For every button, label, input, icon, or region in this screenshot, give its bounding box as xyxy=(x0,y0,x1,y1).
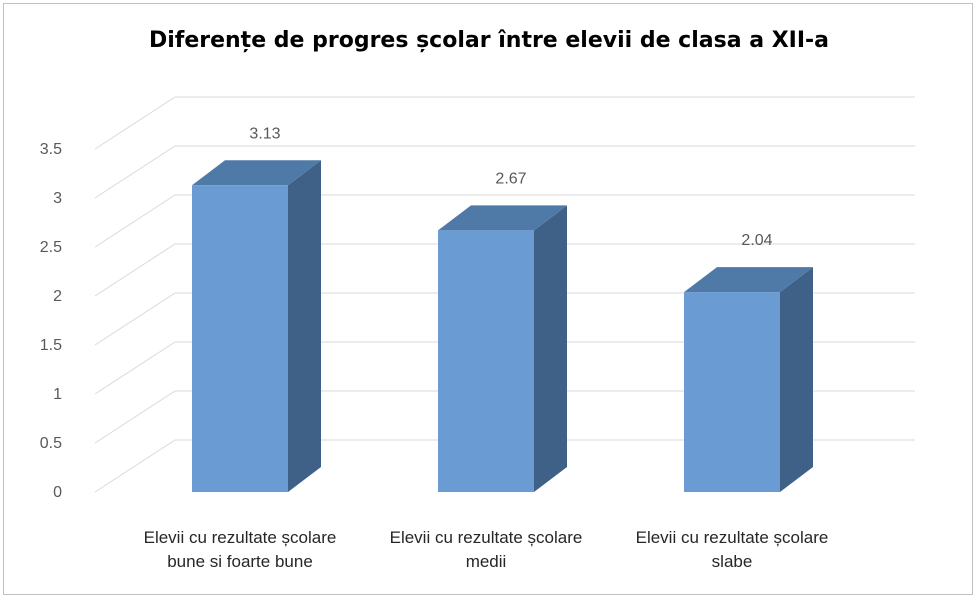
bar-front xyxy=(684,292,780,492)
data-label: 2.67 xyxy=(495,170,526,187)
y-tick-layer: 0 0.5 1 1.5 2 2.5 3 3.5 xyxy=(40,141,62,501)
gridline-wall xyxy=(94,341,176,395)
bar xyxy=(684,267,813,492)
bar-layer xyxy=(192,160,813,492)
gridline-wall xyxy=(94,243,176,297)
bar-front xyxy=(192,185,288,492)
y-tick-label: 0 xyxy=(53,484,62,501)
bar-front xyxy=(438,230,534,492)
category-label-line: medii xyxy=(465,552,507,571)
category-label: Elevii cu rezultate școlare medii xyxy=(366,526,606,574)
gridline-wall xyxy=(94,96,176,150)
y-tick-label: 2.5 xyxy=(40,239,62,256)
bar xyxy=(192,160,321,492)
data-label-layer: 3.13 2.67 2.04 xyxy=(249,125,772,249)
gridline-wall xyxy=(94,292,176,346)
gridline-wall xyxy=(94,145,176,199)
category-label: Elevii cu rezultate școlare slabe xyxy=(612,526,852,574)
bar xyxy=(438,205,567,492)
category-label-line: bune si foarte bune xyxy=(167,552,313,571)
y-tick-label: 3.5 xyxy=(40,141,62,158)
y-tick-label: 1.5 xyxy=(40,337,62,354)
gridline-wall xyxy=(94,194,176,248)
bar-side xyxy=(780,267,813,492)
chart-title: Diferențe de progres școlar între elevii… xyxy=(148,28,830,53)
bar-side xyxy=(534,205,567,492)
y-tick-label: 0.5 xyxy=(40,435,62,452)
y-tick-label: 3 xyxy=(53,190,62,207)
bar-top xyxy=(192,160,321,186)
data-label: 2.04 xyxy=(741,232,772,249)
bar-side xyxy=(288,160,321,492)
y-tick-label: 2 xyxy=(53,288,62,305)
category-label-line: Elevii cu rezultate școlare xyxy=(389,528,583,547)
gridline-wall xyxy=(94,390,176,444)
data-label: 3.13 xyxy=(249,125,280,142)
category-label-line: Elevii cu rezultate școlare xyxy=(143,528,337,547)
category-label-line: slabe xyxy=(711,552,753,571)
bar-top xyxy=(438,205,567,231)
y-tick-label: 1 xyxy=(53,386,62,403)
category-label: Elevii cu rezultate școlare bune si foart… xyxy=(120,526,360,574)
gridline-wall xyxy=(94,439,176,493)
category-label-line: Elevii cu rezultate școlare xyxy=(635,528,829,547)
bar-top xyxy=(684,267,813,293)
